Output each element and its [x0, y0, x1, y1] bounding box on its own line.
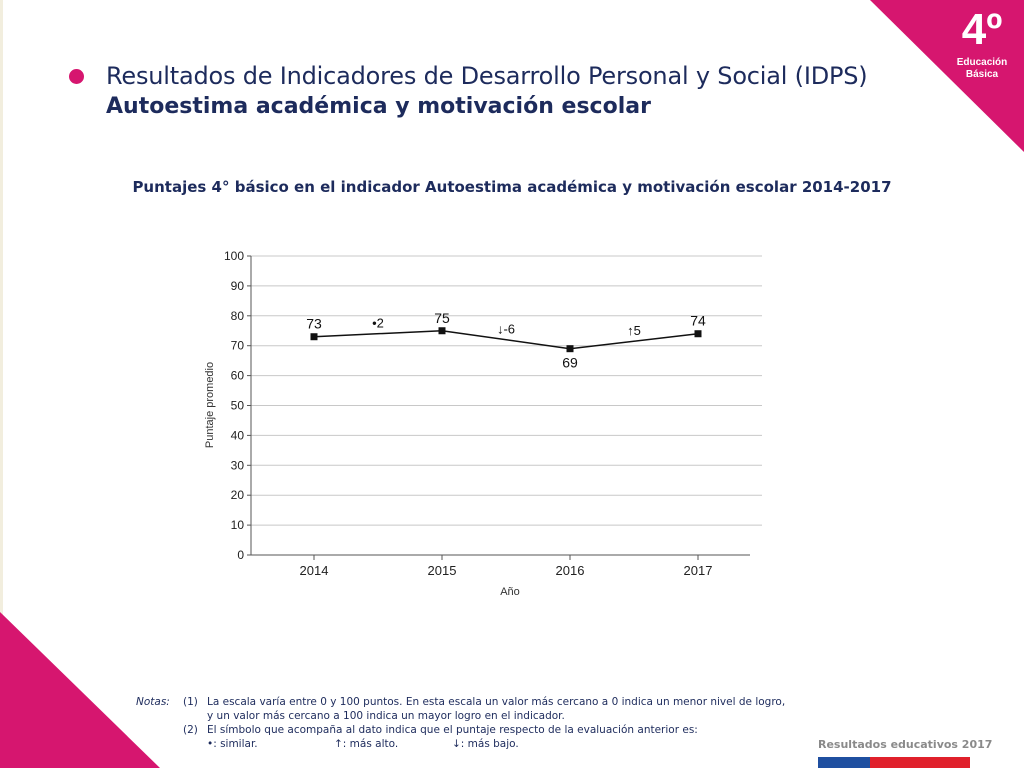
x-tick-label: 2015 [428, 563, 457, 578]
x-axis-title: Año [500, 586, 520, 598]
badge-line-2: Básica [965, 69, 999, 80]
data-label: 74 [690, 313, 706, 329]
y-axis-title: Puntaje promedio [204, 362, 216, 448]
data-point [566, 345, 574, 353]
y-tick-label: 10 [231, 518, 245, 532]
symbol-similar: •: similar. [207, 738, 258, 750]
symbol-higher: ↑: más alto. [334, 738, 399, 750]
data-point [694, 330, 702, 338]
data-label: 73 [306, 316, 322, 332]
title-bullet [69, 69, 84, 84]
x-tick-label: 2014 [300, 563, 329, 578]
series-line [313, 329, 699, 350]
y-tick-label: 60 [231, 369, 245, 383]
grade-badge-level: Educación Básica [946, 57, 1018, 81]
change-label: ↑5 [627, 323, 641, 338]
notes-label: Notas: [136, 696, 170, 708]
flag-stripe-red [870, 757, 970, 768]
y-tick-label: 30 [231, 458, 245, 472]
y-tick-label: 100 [224, 249, 244, 263]
note-1-number: (1) [183, 696, 198, 708]
data-point [310, 333, 318, 341]
page-subtitle: Autoestima académica y motivación escola… [106, 94, 651, 119]
data-label: 69 [562, 355, 578, 371]
grade-badge: 4º [961, 5, 1003, 54]
symbol-lower: ↓: más bajo. [452, 738, 519, 750]
page-title: Resultados de Indicadores de Desarrollo … [106, 62, 868, 90]
note-1-line-2: y un valor más cercano a 100 indica un m… [207, 710, 565, 722]
data-label: 75 [434, 310, 450, 326]
y-tick-label: 20 [231, 488, 245, 502]
data-point [438, 327, 446, 335]
left-accent-bar [0, 0, 3, 768]
note-2-line-1: El símbolo que acompaña al dato indica q… [207, 724, 698, 736]
y-tick-label: 80 [231, 309, 245, 323]
footer-title: Resultados educativos 2017 [818, 738, 993, 751]
flag-stripe-blue [818, 757, 870, 768]
chart-title: Puntajes 4° básico en el indicador Autoe… [132, 178, 892, 196]
badge-line-1: Educación [956, 57, 1008, 68]
y-tick-label: 70 [231, 339, 245, 353]
note-2-number: (2) [183, 724, 198, 736]
y-tick-label: 40 [231, 428, 245, 442]
change-label: •2 [372, 316, 384, 331]
note-1-line-1: La escala varía entre 0 y 100 puntos. En… [207, 696, 786, 708]
change-label: ↓-6 [497, 322, 515, 337]
y-tick-label: 0 [237, 548, 244, 562]
x-tick-label: 2017 [684, 563, 713, 578]
y-tick-label: 50 [231, 399, 245, 413]
y-tick-label: 90 [231, 279, 245, 293]
x-tick-label: 2016 [556, 563, 585, 578]
